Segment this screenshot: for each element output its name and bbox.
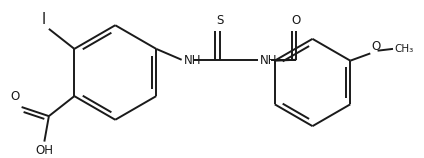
Text: O: O [371, 40, 380, 52]
Text: O: O [292, 14, 301, 27]
Text: OH: OH [35, 144, 53, 157]
Text: S: S [216, 14, 223, 27]
Text: NH: NH [260, 54, 277, 67]
Text: NH: NH [184, 54, 201, 67]
Text: CH₃: CH₃ [395, 44, 414, 54]
Text: O: O [11, 90, 20, 103]
Text: I: I [42, 12, 46, 27]
